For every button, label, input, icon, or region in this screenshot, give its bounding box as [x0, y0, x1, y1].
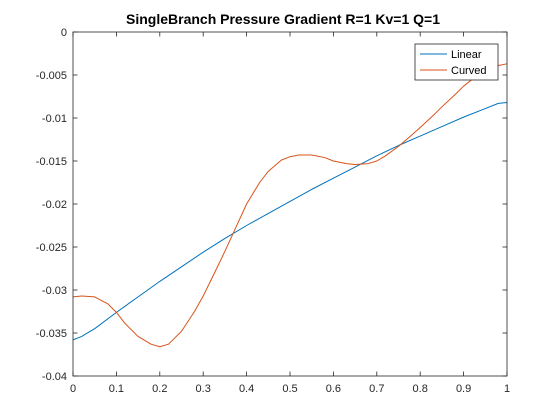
series-line-linear — [72, 102, 508, 341]
x-tick-label: 0.4 — [239, 383, 254, 395]
y-tick-label: 0 — [61, 27, 67, 39]
x-tick-label: 0.9 — [456, 383, 471, 395]
y-tick-label: -0.025 — [36, 242, 67, 254]
legend-box — [414, 43, 499, 81]
x-tick-label: 0 — [70, 383, 76, 395]
legend-label-linear: Linear — [451, 49, 482, 61]
x-tick-label: 0.5 — [282, 383, 297, 395]
x-tick-label: 0.1 — [109, 383, 124, 395]
legend: Linear Curved — [414, 43, 499, 81]
y-tick-label: -0.01 — [42, 113, 67, 125]
y-tick-label: -0.015 — [36, 156, 67, 168]
y-tick-label: -0.02 — [42, 199, 67, 211]
plot-area — [73, 32, 507, 376]
axis-layer: 0 0.1 0.2 0.3 0.4 0.5 0.6 0.7 0.8 0.9 1 0 -0.005 -0.0… — [36, 27, 510, 395]
y-tick-label: -0.005 — [36, 70, 67, 82]
y-tick-label: -0.03 — [42, 285, 67, 297]
series-line-curved — [72, 63, 508, 348]
series-layer — [72, 63, 508, 348]
x-tick-label: 0.6 — [326, 383, 341, 395]
x-tick-label: 0.8 — [413, 383, 428, 395]
x-tick-label: 0.2 — [152, 383, 167, 395]
y-tick-label: -0.035 — [36, 328, 67, 340]
x-tick-label: 1 — [504, 383, 510, 395]
chart-title: SingleBranch Pressure Gradient R=1 Kv=1 … — [126, 11, 440, 27]
x-tick-label: 0.3 — [196, 383, 211, 395]
x-tick-label: 0.7 — [369, 383, 384, 395]
legend-label-curved: Curved — [451, 65, 486, 77]
y-tick-label: -0.04 — [42, 371, 67, 383]
